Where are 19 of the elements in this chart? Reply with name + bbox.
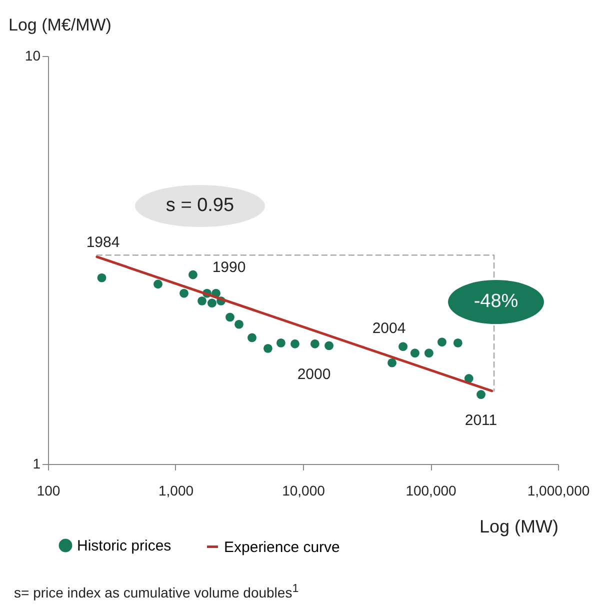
y-tick-label: 1 bbox=[32, 456, 41, 472]
x-tick-label: 10,000 bbox=[282, 482, 326, 498]
annotation: s = 0.95 bbox=[166, 195, 234, 217]
y-axis-title: Log (M€/MW) bbox=[8, 16, 112, 34]
annotation: 2000 bbox=[296, 365, 332, 385]
x-tick-label: 1,000,000 bbox=[527, 482, 590, 498]
text: s= price index as cumulative volume doubles$^{1}$ bbox=[14, 582, 299, 601]
annotation: 1984 bbox=[85, 233, 121, 253]
x-axis-title: Log (MW) bbox=[479, 516, 558, 536]
annotation: 2011 bbox=[464, 411, 498, 431]
x-tick-label: 1,000 bbox=[158, 482, 194, 498]
legend-label: Historic prices bbox=[77, 538, 172, 555]
legend-label: Experience curve bbox=[224, 538, 340, 556]
annotation: 1990 bbox=[211, 258, 247, 278]
y-tick-label: 10 bbox=[24, 48, 41, 64]
annotation: 2004 bbox=[371, 319, 407, 339]
x-tick-label: 100,000 bbox=[406, 482, 457, 498]
x-tick-label: 100 bbox=[36, 482, 60, 498]
annotation: -48% bbox=[474, 291, 518, 313]
